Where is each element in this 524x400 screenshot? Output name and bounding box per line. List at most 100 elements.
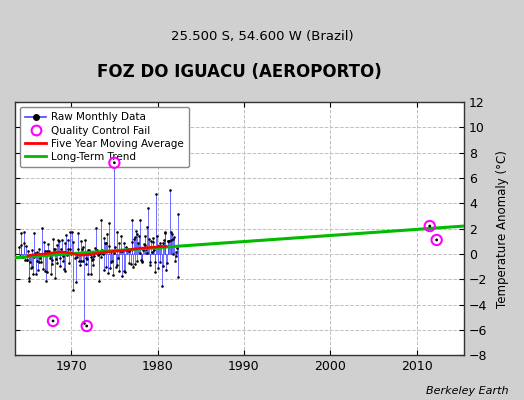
Point bbox=[99, 251, 107, 258]
Point bbox=[148, 235, 157, 241]
Point bbox=[108, 258, 116, 264]
Point bbox=[60, 266, 68, 272]
Point bbox=[59, 253, 68, 260]
Point bbox=[96, 216, 105, 223]
Point bbox=[41, 248, 49, 254]
Point bbox=[432, 237, 441, 243]
Point bbox=[33, 249, 41, 256]
Point bbox=[111, 244, 119, 250]
Point bbox=[74, 230, 83, 236]
Point bbox=[66, 246, 74, 252]
Point bbox=[90, 253, 99, 259]
Point bbox=[172, 253, 180, 259]
Point bbox=[48, 261, 56, 267]
Point bbox=[169, 236, 177, 242]
Point bbox=[56, 255, 64, 261]
Point bbox=[73, 246, 82, 252]
Point bbox=[56, 262, 64, 269]
Point bbox=[40, 239, 48, 246]
Point bbox=[139, 247, 147, 253]
Point bbox=[77, 258, 85, 264]
Point bbox=[120, 268, 128, 274]
Point bbox=[105, 220, 114, 226]
Point bbox=[123, 246, 131, 253]
Point bbox=[106, 258, 115, 265]
Point bbox=[119, 240, 128, 246]
Point bbox=[133, 258, 141, 264]
Point bbox=[83, 271, 92, 278]
Point bbox=[163, 238, 172, 244]
Point bbox=[17, 242, 25, 248]
Point bbox=[31, 250, 39, 256]
Point bbox=[50, 246, 58, 252]
Point bbox=[29, 230, 38, 237]
Point bbox=[125, 248, 134, 254]
Point bbox=[24, 247, 32, 254]
Point bbox=[78, 246, 86, 252]
Point bbox=[31, 270, 40, 277]
Point bbox=[96, 250, 104, 256]
Point bbox=[82, 323, 91, 329]
Point bbox=[19, 229, 28, 235]
Point bbox=[101, 240, 109, 247]
Point bbox=[92, 224, 100, 231]
Point bbox=[92, 248, 101, 255]
Point bbox=[30, 254, 39, 260]
Point bbox=[25, 277, 33, 284]
Point bbox=[121, 269, 129, 276]
Point bbox=[42, 278, 50, 284]
Point bbox=[52, 260, 61, 266]
Point bbox=[117, 232, 125, 239]
Point bbox=[104, 242, 113, 249]
Point bbox=[50, 275, 59, 282]
Point bbox=[23, 257, 31, 264]
Point bbox=[131, 234, 139, 240]
Point bbox=[119, 247, 127, 254]
Point bbox=[154, 242, 162, 249]
Point bbox=[112, 229, 121, 236]
Point bbox=[150, 258, 159, 265]
Point bbox=[79, 258, 87, 264]
Point bbox=[98, 246, 106, 253]
Point bbox=[89, 256, 97, 262]
Point bbox=[38, 251, 47, 257]
Point bbox=[135, 217, 144, 223]
Text: 25.500 S, 54.600 W (Brazil): 25.500 S, 54.600 W (Brazil) bbox=[171, 30, 353, 43]
Point bbox=[18, 254, 26, 260]
Point bbox=[71, 255, 79, 261]
Point bbox=[27, 246, 36, 253]
Point bbox=[158, 263, 167, 269]
Point bbox=[151, 269, 160, 275]
Point bbox=[52, 256, 60, 262]
Point bbox=[63, 252, 71, 258]
Point bbox=[166, 187, 174, 194]
Point bbox=[425, 223, 434, 229]
Point bbox=[138, 258, 147, 264]
Point bbox=[35, 246, 43, 252]
Point bbox=[112, 264, 120, 270]
Point bbox=[166, 237, 174, 243]
Point bbox=[49, 318, 57, 324]
Point bbox=[58, 257, 67, 264]
Point bbox=[47, 271, 55, 278]
Point bbox=[115, 268, 124, 274]
Point bbox=[118, 248, 126, 254]
Point bbox=[114, 255, 122, 262]
Point bbox=[27, 265, 35, 271]
Point bbox=[62, 232, 70, 238]
Point bbox=[110, 160, 118, 166]
Point bbox=[42, 269, 51, 276]
Point bbox=[144, 204, 152, 211]
Point bbox=[173, 210, 182, 217]
Point bbox=[168, 231, 176, 238]
Point bbox=[104, 270, 112, 277]
Point bbox=[94, 277, 103, 284]
Point bbox=[21, 243, 30, 250]
Point bbox=[122, 244, 130, 250]
Point bbox=[84, 246, 93, 253]
Point bbox=[126, 247, 134, 253]
Point bbox=[143, 224, 151, 230]
Point bbox=[130, 260, 139, 267]
Point bbox=[110, 250, 118, 256]
Point bbox=[164, 238, 172, 244]
